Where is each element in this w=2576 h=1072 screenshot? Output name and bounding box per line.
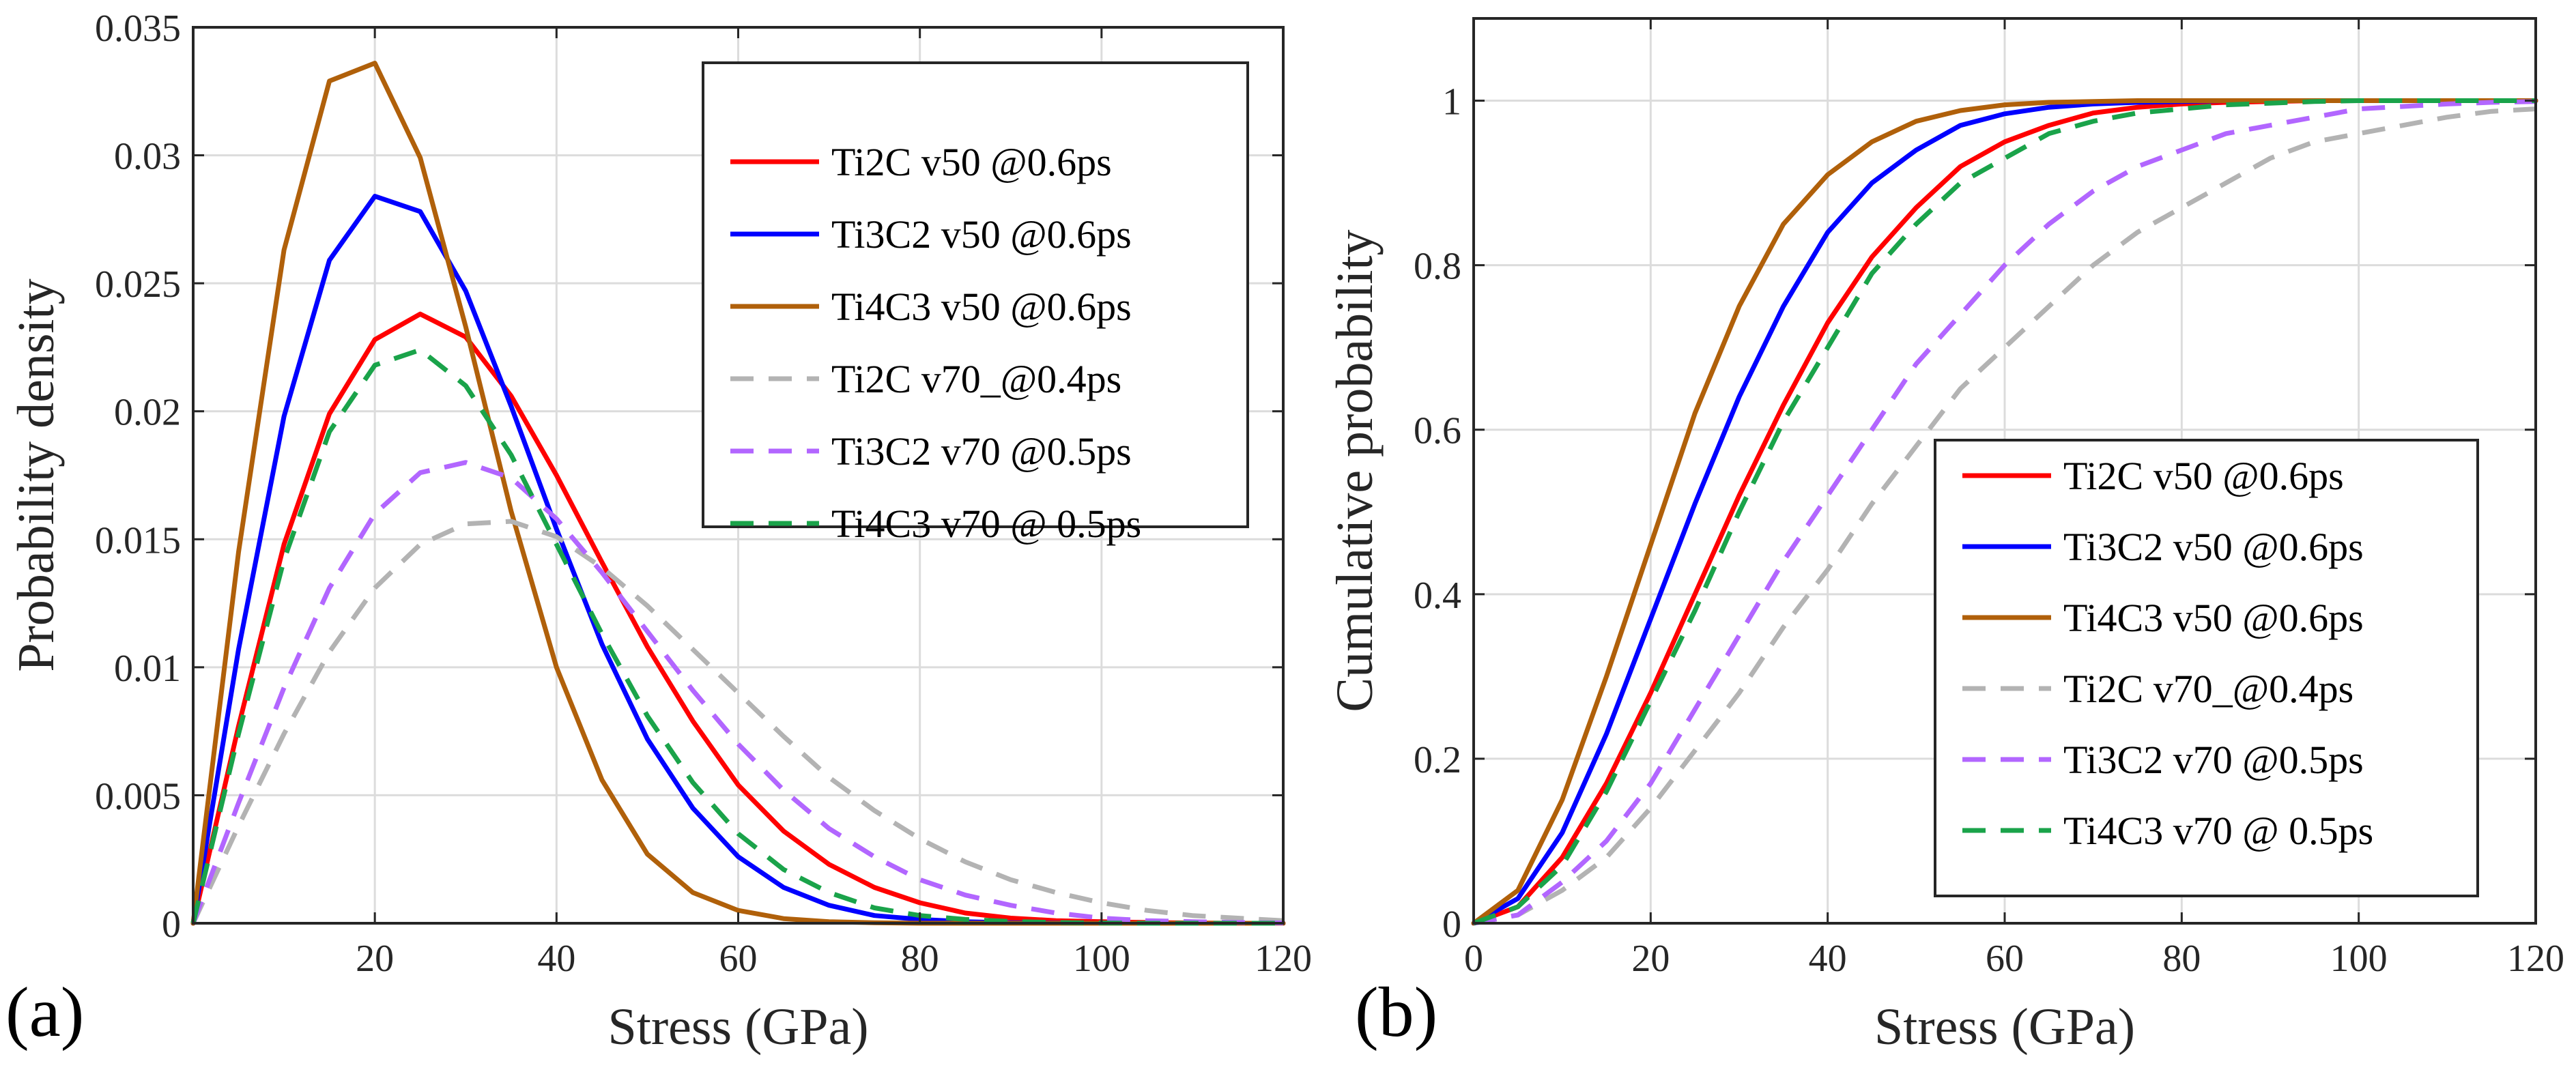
chart-a-legend-label-0: Ti2C v50 @0.6ps [831, 140, 1112, 184]
chart-b-xtick-label-0: 0 [1464, 938, 1483, 980]
chart-a-ytick-label-3: 0.015 [95, 519, 181, 562]
chart-b-xtick-label-4: 80 [2162, 938, 2201, 980]
chart-b-ytick-label-2: 0.4 [1414, 575, 1461, 617]
chart-b-xtick-label-3: 60 [1986, 938, 2024, 980]
chart-b-legend-box [1934, 439, 2479, 897]
chart-a-xtick-label-2: 60 [719, 938, 758, 980]
chart-a-legend-box [702, 61, 1249, 528]
chart-a-ytick-label-5: 0.025 [95, 263, 181, 306]
chart-a-ytick-label-2: 0.01 [114, 648, 181, 690]
chart-b-xtick-label-5: 100 [2330, 938, 2388, 980]
chart-b-legend-label-2: Ti4C3 v50 @0.6ps [2063, 596, 2364, 640]
panel-label-a: (a) [5, 973, 84, 1052]
panel-label-b: (b) [1355, 973, 1437, 1052]
chart-a-legend-label-3: Ti2C v70_@0.4ps [831, 357, 1121, 401]
chart-b-ylabel: Cumulative probability [1326, 229, 1384, 712]
chart-a-xtick-label-5: 120 [1255, 938, 1312, 980]
chart-a-legend-label-1: Ti3C2 v50 @0.6ps [831, 212, 1132, 257]
chart-b-xtick-label-1: 20 [1631, 938, 1670, 980]
chart-a-ylabel: Probability density [8, 278, 65, 671]
chart-b-xtick-label-6: 120 [2507, 938, 2564, 980]
chart-a-ytick-label-0: 0 [162, 903, 181, 946]
chart-b-ytick-label-5: 1 [1442, 81, 1461, 124]
chart-b-ytick-label-0: 0 [1442, 903, 1461, 946]
chart-b-xtick-label-2: 40 [1809, 938, 1847, 980]
chart-b-legend-label-0: Ti2C v50 @0.6ps [2063, 454, 2344, 498]
chart-a-legend-label-2: Ti4C3 v50 @0.6ps [831, 285, 1132, 329]
chart-b-series-5 [1472, 98, 2536, 926]
chart-b-ytick-label-3: 0.6 [1414, 410, 1461, 452]
chart-b-legend-label-1: Ti3C2 v50 @0.6ps [2063, 525, 2364, 569]
chart-b-legend-label-3: Ti2C v70_@0.4ps [2063, 667, 2353, 711]
chart-a-ytick-label-6: 0.03 [114, 136, 181, 178]
chart-b-ytick-label-4: 0.8 [1414, 246, 1461, 288]
chart-a-xtick-label-4: 100 [1073, 938, 1130, 980]
chart-a-series-4 [190, 460, 1284, 926]
chart-a-series-3 [190, 519, 1284, 925]
chart-b-xlabel: Stress (GPa) [1874, 998, 2135, 1056]
chart-a-ytick-label-1: 0.005 [95, 775, 181, 817]
chart-a-xtick-label-1: 40 [537, 938, 575, 980]
chart-a-xlabel: Stress (GPa) [607, 998, 868, 1056]
chart-b-legend-label-4: Ti3C2 v70 @0.5ps [2063, 738, 2364, 782]
chart-a-legend-label-4: Ti3C2 v70 @0.5ps [831, 429, 1132, 474]
chart-a-xtick-label-3: 80 [901, 938, 939, 980]
chart-a-ytick-label-7: 0.035 [95, 8, 181, 50]
chart-b-ytick-label-1: 0.2 [1414, 739, 1461, 781]
chart-a-xtick-label-0: 20 [356, 938, 394, 980]
chart-a-legend-label-5: Ti4C3 v70 @ 0.5ps [831, 502, 1141, 546]
chart-b-legend-label-5: Ti4C3 v70 @ 0.5ps [2063, 809, 2373, 853]
chart-a-ytick-label-4: 0.02 [114, 392, 181, 434]
chart-b-series-4 [1473, 99, 2536, 926]
